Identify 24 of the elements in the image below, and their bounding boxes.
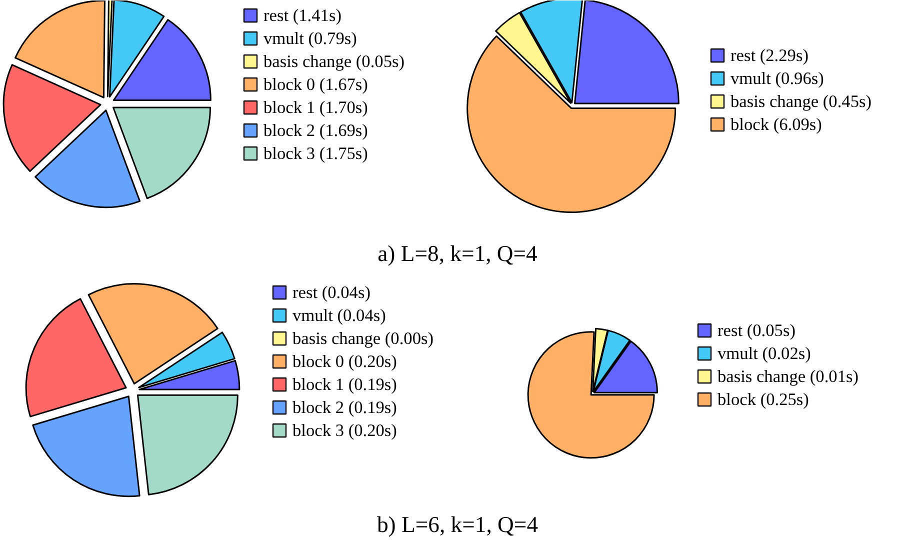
legend-label: block 0 (0.20s) [292,352,398,371]
legend-label: block 3 (0.20s) [292,421,398,440]
legend-label: basis change (0.45s) [730,92,872,111]
text: b) L=6, k=1, Q=4 [376,512,538,537]
legend-label: block (0.25s) [718,390,810,409]
legend-label: block 2 (1.69s) [264,121,368,140]
legend-label: rest (0.04s) [292,283,371,302]
legend-label: block 1 (0.19s) [292,375,398,394]
legend-label: basis change (0.05s) [264,52,405,71]
legend-label: vmult (0.02s) [718,344,812,363]
legend-label: basis change (0.00s) [292,329,434,348]
legend-label: basis change (0.01s) [718,367,859,386]
legend-label: block 3 (1.75s) [264,144,368,163]
legend-label: rest (1.41s) [264,6,342,25]
legend-label: rest (2.29s) [730,46,809,65]
legend-label: block 1 (1.70s) [264,98,368,117]
legend-label: block 2 (0.19s) [292,398,398,417]
legend-label: rest (0.05s) [718,321,796,340]
text: a) L=8, k=1, Q=4 [378,241,538,266]
legend-label: vmult (0.96s) [730,69,824,88]
legend-label: block 0 (1.67s) [264,75,368,94]
legend-label: block (6.09s) [730,115,822,134]
legend-label: vmult (0.04s) [292,306,386,325]
legend-label: vmult (0.79s) [264,29,358,48]
